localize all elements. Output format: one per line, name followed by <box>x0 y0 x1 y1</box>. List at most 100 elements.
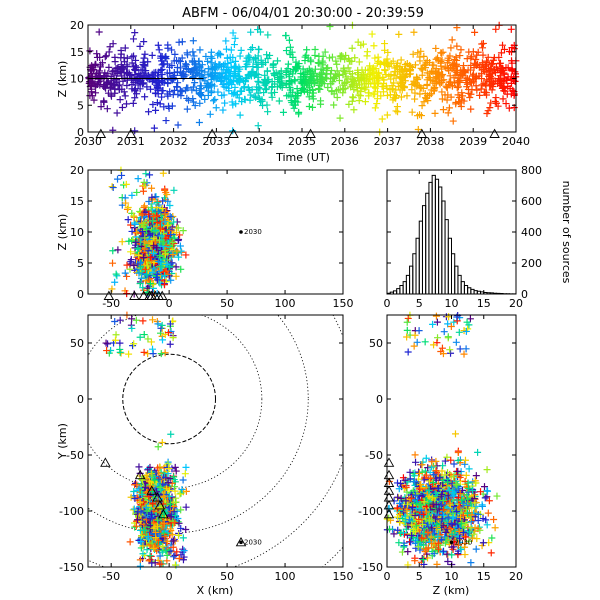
source-point <box>230 41 238 49</box>
source-point <box>252 93 260 101</box>
source-point <box>380 59 388 67</box>
source-point <box>220 83 228 91</box>
source-point <box>237 46 245 54</box>
source-point <box>130 52 138 60</box>
source-point <box>189 37 197 45</box>
source-point <box>396 70 404 78</box>
source-point <box>399 82 407 90</box>
source-point <box>208 80 216 88</box>
source-point <box>375 57 383 65</box>
source-point <box>140 61 148 69</box>
source-point <box>143 83 151 91</box>
source-point <box>95 28 103 36</box>
source-point <box>357 74 365 82</box>
source-point <box>171 50 179 58</box>
source-point <box>171 71 179 79</box>
source-point <box>507 25 515 33</box>
source-point <box>182 251 190 259</box>
source-point <box>259 60 267 68</box>
source-point <box>191 102 199 110</box>
source-point <box>476 91 484 99</box>
source-point <box>107 91 115 99</box>
source-point <box>333 60 341 68</box>
x-tick-label: 2033 <box>202 135 230 148</box>
source-point <box>214 74 222 82</box>
source-point <box>432 44 440 52</box>
source-point <box>437 59 445 67</box>
source-point <box>158 65 166 73</box>
time-height-frame <box>87 24 517 133</box>
source-point <box>454 83 462 91</box>
y-tick-label: 10 <box>70 226 84 239</box>
source-point <box>230 72 238 80</box>
source-point <box>182 60 190 68</box>
source-point <box>401 65 409 73</box>
source-point <box>149 101 157 109</box>
source-point <box>154 41 162 49</box>
histogram-ylabel: number of sources <box>560 181 573 284</box>
x-tick-label: 5 <box>416 297 423 310</box>
source-point <box>354 66 362 74</box>
time-height-ticks: 2030 2031 2032 2033 2034 2035 2036 2037 2038 2039… <box>70 19 530 148</box>
x-y-xlabel: X (km) <box>197 584 234 597</box>
source-point <box>211 96 219 104</box>
x-tick-label: 150 <box>333 570 354 583</box>
source-point <box>123 100 131 108</box>
source-point <box>96 72 104 80</box>
source-point <box>448 82 456 90</box>
source-point <box>159 169 167 177</box>
source-point <box>134 175 142 183</box>
source-point <box>109 126 117 134</box>
source-point <box>131 127 139 135</box>
source-point <box>453 69 461 77</box>
source-point <box>244 54 252 62</box>
source-point <box>290 104 298 112</box>
source-point <box>162 55 170 63</box>
source-point <box>174 121 182 129</box>
source-point <box>368 30 376 38</box>
source-point <box>486 65 494 73</box>
station-marker <box>489 128 500 138</box>
source-point <box>88 79 96 87</box>
source-point <box>254 122 262 130</box>
station-marker <box>125 128 137 138</box>
x-tick-label: 2035 <box>288 135 316 148</box>
x-tick-label: 0 <box>166 297 173 310</box>
y-tick-label: 5 <box>77 257 84 270</box>
source-point <box>148 51 156 59</box>
source-point <box>232 100 240 108</box>
source-point <box>506 84 514 92</box>
source-point <box>467 61 475 69</box>
source-point <box>129 35 137 43</box>
source-point <box>223 54 231 62</box>
source-point <box>457 102 465 110</box>
source-point <box>307 58 315 66</box>
source-point <box>207 48 215 56</box>
source-point <box>195 62 203 70</box>
source-point <box>151 76 159 84</box>
source-point <box>141 93 149 101</box>
source-point <box>347 73 355 81</box>
source-point <box>122 180 130 188</box>
source-point <box>502 100 510 108</box>
source-point <box>438 76 446 84</box>
source-point <box>248 44 256 52</box>
source-point <box>215 49 223 57</box>
source-point <box>443 59 451 67</box>
source-point <box>274 57 282 65</box>
source-point <box>389 57 397 65</box>
source-point <box>206 110 214 118</box>
source-point <box>226 78 234 86</box>
source-point <box>361 80 369 88</box>
source-point <box>264 108 272 116</box>
source-point <box>131 250 139 258</box>
source-point <box>483 57 491 65</box>
source-point <box>305 93 313 101</box>
source-point <box>317 78 325 86</box>
source-point <box>196 85 204 93</box>
source-point <box>462 74 470 82</box>
source-point <box>129 99 137 107</box>
source-point <box>195 118 203 126</box>
source-point <box>118 238 126 246</box>
